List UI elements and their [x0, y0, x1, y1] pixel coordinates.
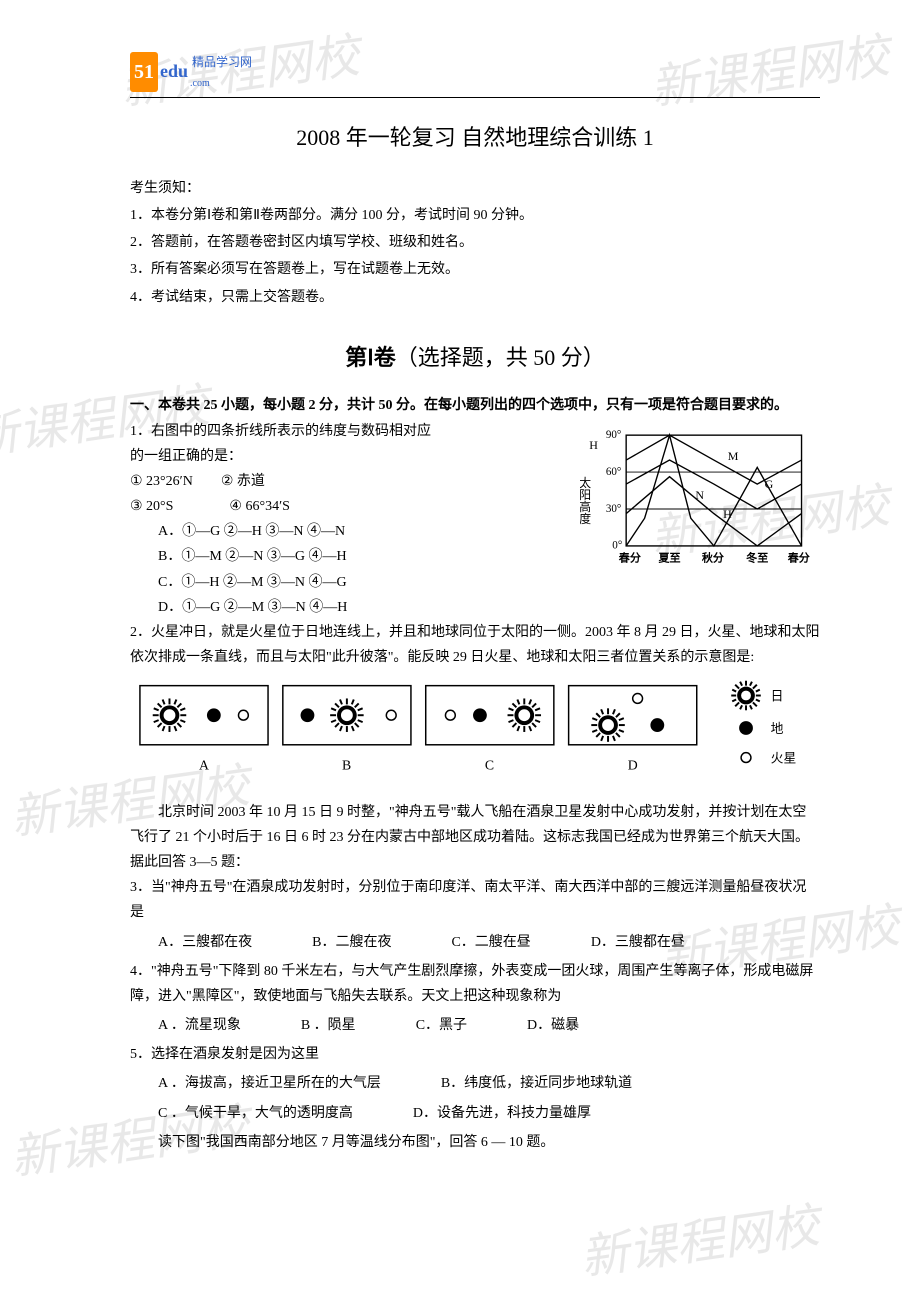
q3-stem: 3．当"神舟五号"在酒泉成功发射时，分别位于南印度洋、南太平洋、南大西洋中部的三…: [130, 875, 820, 925]
q1-chart: H 太阳高度 90° 60° 30° 0° M G N H: [580, 419, 820, 608]
q3-option-b: B．二艘在夜: [312, 930, 391, 955]
q5-option-d: D．设备先进，科技力量雄厚: [413, 1101, 591, 1126]
site-logo: 51 edu 精品学习网 .com: [130, 50, 252, 93]
q1-stem-line1: 1．右图中的四条折线所表示的纬度与数码相对应: [130, 419, 560, 444]
q3-option-c: C．二艘在昼: [451, 930, 530, 955]
xtick-2: 秋分: [702, 550, 724, 564]
xtick-3: 冬至: [746, 550, 768, 564]
q5-option-a: A ．海拔高，接近卫星所在的大气层: [158, 1071, 381, 1096]
question-1: 1．右图中的四条折线所表示的纬度与数码相对应 的一组正确的是： ① 23°26′…: [130, 419, 820, 621]
q4-stem: 4．"神舟五号"下降到 80 千米左右，与大气产生剧烈摩擦，外表变成一团火球，周…: [130, 959, 820, 1009]
chart-h-label: H: [589, 438, 598, 452]
main-title: 2008 年一轮复习 自然地理综合训练 1: [130, 118, 820, 158]
watermark: 新课程网校: [575, 1184, 825, 1303]
q5-options-row2: C ．气候干旱，大气的透明度高 D．设备先进，科技力量雄厚: [130, 1101, 820, 1126]
logo-num: 51: [130, 52, 158, 92]
q4-options: A ．流星现象 B ．陨星 C．黑子 D．磁暴: [130, 1013, 820, 1038]
q3-option-d: D．三艘都在昼: [591, 930, 685, 955]
chart-n-label: N: [695, 487, 704, 501]
part1-sub: （选择题，共 50 分）: [396, 345, 605, 370]
instructions-header: 考生须知：: [130, 176, 820, 201]
q4-option-a: A ．流星现象: [158, 1013, 241, 1038]
instruction-item: 4．考试结束，只需上交答题卷。: [130, 285, 820, 310]
chart-m-label: M: [728, 449, 739, 463]
q2-diagram: A B: [130, 680, 820, 789]
q2-label-d: D: [628, 758, 638, 773]
q3-option-a: A．三艘都在夜: [158, 930, 252, 955]
q5-option-b: B．纬度低，接近同步地球轨道: [441, 1071, 632, 1096]
instruction-item: 1．本卷分第Ⅰ卷和第Ⅱ卷两部分。满分 100 分，考试时间 90 分钟。: [130, 203, 820, 228]
ytick-90: 90°: [606, 428, 622, 440]
q5-option-c: C ．气候干旱，大气的透明度高: [158, 1101, 353, 1126]
chart-ylabel: 太阳高度: [580, 475, 592, 524]
logo-text: 精品学习网: [192, 55, 252, 69]
legend-earth: 地: [771, 722, 784, 736]
q1-choices-line1: ① 23°26′N ② 赤道: [130, 469, 560, 494]
q4-option-c: C．黑子: [416, 1013, 467, 1038]
q1-option-d: D．①—G ②—M ③—N ④—H: [130, 595, 560, 620]
q1-choices-line2: ③ 20°S ④ 66°34′S: [130, 494, 560, 519]
footer-passage: 读下图"我国西南部分地区 7 月等温线分布图"，回答 6 — 10 题。: [130, 1130, 820, 1155]
ytick-30: 30°: [606, 502, 622, 514]
header-divider: [130, 97, 820, 98]
q3-options: A．三艘都在夜 B．二艘在夜 C．二艘在昼 D．三艘都在昼: [130, 930, 820, 955]
q5-options-row1: A ．海拔高，接近卫星所在的大气层 B．纬度低，接近同步地球轨道: [130, 1071, 820, 1096]
q1-option-c: C．①—H ②—M ③—N ④—G: [130, 570, 560, 595]
instructions-block: 考生须知： 1．本卷分第Ⅰ卷和第Ⅱ卷两部分。满分 100 分，考试时间 90 分…: [130, 176, 820, 310]
q5-stem: 5．选择在酒泉发射是因为这里: [130, 1042, 820, 1067]
ytick-0: 0°: [612, 539, 622, 551]
xtick-4: 春分: [788, 550, 810, 564]
q2-label-c: C: [485, 758, 494, 773]
logo-com: .com: [190, 75, 252, 93]
ytick-60: 60°: [606, 465, 622, 477]
instruction-item: 2．答题前，在答题卷密封区内填写学校、班级和姓名。: [130, 230, 820, 255]
part1-intro: 一、本卷共 25 小题，每小题 2 分，共计 50 分。在每小题列出的四个选项中…: [130, 393, 820, 418]
passage-3-5: 北京时间 2003 年 10 月 15 日 9 时整，"神舟五号"载人飞船在酒泉…: [130, 800, 820, 876]
part1-title: 第Ⅰ卷（选择题，共 50 分）: [130, 338, 820, 378]
logo-edu: edu: [160, 55, 188, 87]
chart-h2-label: H: [723, 507, 732, 521]
q4-option-b: B ．陨星: [301, 1013, 356, 1038]
instruction-item: 3．所有答案必须写在答题卷上，写在试题卷上无效。: [130, 257, 820, 282]
q4-option-d: D．磁暴: [527, 1013, 579, 1038]
part1-main: 第Ⅰ卷: [345, 345, 396, 370]
xtick-1: 夏至: [658, 551, 680, 564]
q1-option-a: A．①—G ②—H ③—N ④—N: [130, 519, 560, 544]
legend-sun: 日: [771, 690, 784, 704]
q1-option-b: B．①—M ②—N ③—G ④—H: [130, 544, 560, 569]
q2-stem: 2．火星冲日，就是火星位于日地连线上，并且和地球同位于太阳的一侧。2003 年 …: [130, 620, 820, 670]
q2-label-a: A: [199, 758, 209, 773]
legend-mars: 火星: [771, 752, 797, 766]
q2-label-b: B: [342, 758, 351, 773]
q1-stem-line2: 的一组正确的是：: [130, 444, 560, 469]
xtick-0: 春分: [619, 550, 641, 564]
